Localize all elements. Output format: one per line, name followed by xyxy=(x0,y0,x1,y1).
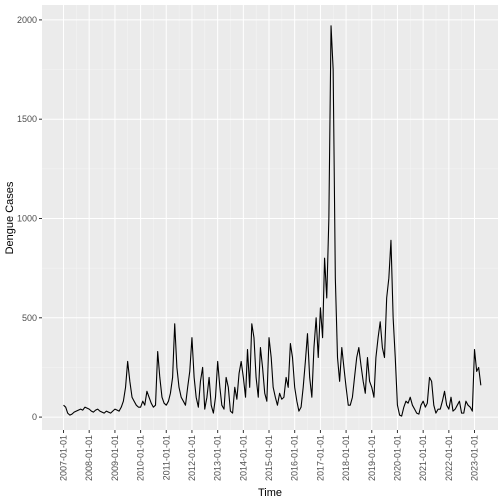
x-tick-label: 2014-01-01 xyxy=(238,435,248,481)
y-tick-label: 0 xyxy=(32,412,37,422)
data-line xyxy=(63,25,482,417)
x-tick-label: 2011-01-01 xyxy=(161,435,171,480)
x-tick-label: 2017-01-01 xyxy=(315,435,325,481)
x-tick-label: 2018-01-01 xyxy=(341,435,351,481)
x-tick-label: 2012-01-01 xyxy=(187,435,197,481)
y-tick-label: 1000 xyxy=(17,213,37,223)
x-tick-label: 2023-01-01 xyxy=(470,435,480,481)
x-tick-label: 2021-01-01 xyxy=(418,435,428,481)
x-tick-label: 2007-01-01 xyxy=(59,435,69,481)
x-tick-label: 2013-01-01 xyxy=(213,435,223,481)
x-tick-label: 2020-01-01 xyxy=(392,435,402,481)
x-tick-label: 2019-01-01 xyxy=(367,435,377,481)
y-tick-label: 1500 xyxy=(17,114,37,124)
y-tick-label: 500 xyxy=(22,313,37,323)
y-axis-title: Dengue Cases xyxy=(4,181,16,254)
x-tick-label: 2022-01-01 xyxy=(444,435,454,481)
plot-panel xyxy=(42,5,498,430)
x-tick-label: 2016-01-01 xyxy=(290,435,300,481)
y-tick-label: 2000 xyxy=(17,15,37,25)
x-tick-label: 2008-01-01 xyxy=(84,435,94,481)
x-tick-label: 2010-01-01 xyxy=(136,435,146,481)
x-tick-label: 2015-01-01 xyxy=(264,435,274,481)
x-tick-label: 2009-01-01 xyxy=(110,435,120,481)
x-axis-title: Time xyxy=(258,487,282,499)
